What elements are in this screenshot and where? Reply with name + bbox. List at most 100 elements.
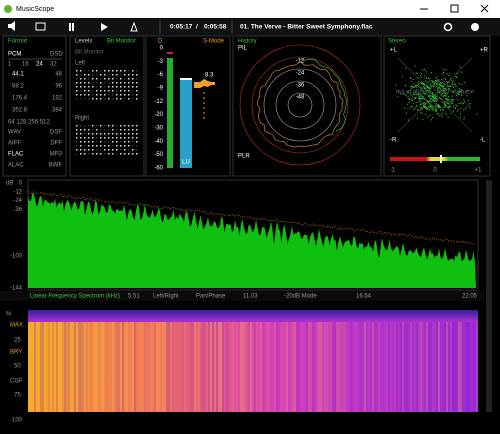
bit-dot bbox=[76, 70, 78, 72]
spectrogram-stripe bbox=[100, 322, 102, 412]
spectrogram-stripe bbox=[54, 322, 56, 412]
stereo-point bbox=[429, 97, 431, 99]
bit-dot bbox=[116, 145, 118, 147]
stereo-point bbox=[455, 107, 457, 109]
stereo-point bbox=[422, 97, 424, 99]
bit-dot bbox=[136, 137, 138, 139]
bit-dot bbox=[80, 153, 82, 155]
history-top: PIL bbox=[238, 46, 248, 52]
stereo-point bbox=[444, 112, 446, 114]
palette-bry[interactable]: BRY bbox=[10, 350, 22, 356]
stereo-point bbox=[423, 83, 425, 85]
spectrogram-stripe bbox=[320, 322, 322, 412]
panel-title: Stereo bbox=[388, 39, 406, 45]
stereo-point bbox=[425, 80, 427, 82]
ring-label: -48 bbox=[296, 95, 305, 101]
stereo-point bbox=[439, 82, 441, 84]
spectrogram-stripe bbox=[404, 322, 406, 412]
elapsed-time: 0:05:17 bbox=[170, 24, 193, 31]
correlation-tick: 0 bbox=[433, 168, 437, 174]
stereo-point bbox=[427, 95, 429, 97]
spectrogram-stripe bbox=[472, 322, 474, 412]
db-mode-button[interactable]: -20dB Mode bbox=[284, 294, 317, 300]
spectrogram-stripe bbox=[200, 322, 202, 412]
play-button[interactable] bbox=[101, 23, 108, 31]
percent-label: 100 bbox=[12, 418, 23, 424]
spectrogram-stripe bbox=[216, 322, 218, 412]
stereo-point bbox=[429, 90, 431, 92]
volume-button[interactable] bbox=[8, 21, 15, 31]
stereo-point bbox=[451, 98, 453, 100]
stereo-point bbox=[426, 90, 428, 92]
spectrogram-stripe bbox=[186, 322, 188, 412]
stereo-point bbox=[435, 108, 437, 110]
left-label: Left bbox=[75, 61, 85, 67]
open-button[interactable] bbox=[35, 22, 46, 31]
bit-dot bbox=[76, 141, 78, 143]
container: FLAC bbox=[8, 152, 24, 158]
palette-max[interactable]: MAX bbox=[10, 323, 23, 329]
stereo-point bbox=[437, 107, 439, 109]
stereo-point bbox=[449, 103, 451, 105]
palette-cgf[interactable]: CGF bbox=[10, 379, 23, 385]
close-button[interactable] bbox=[480, 4, 489, 13]
stereo-point bbox=[443, 90, 445, 92]
info-button[interactable] bbox=[471, 23, 479, 31]
spectrogram-stripe bbox=[336, 322, 338, 412]
stereo-point bbox=[432, 81, 434, 83]
stereo-point bbox=[420, 107, 422, 109]
stereo-point bbox=[406, 103, 408, 105]
out-of-phase-right: out of phase bbox=[441, 90, 475, 96]
pan-phase-button[interactable]: Pan/Phase bbox=[196, 294, 226, 300]
dsd-rates: 64 128 256 512 bbox=[8, 120, 50, 126]
stereo-point bbox=[413, 109, 415, 111]
export-button[interactable] bbox=[130, 21, 138, 32]
stereo-point bbox=[458, 83, 460, 85]
stereo-point bbox=[461, 95, 463, 97]
bit-dot bbox=[124, 153, 126, 155]
ring-label: -36 bbox=[296, 83, 305, 89]
stereo-point bbox=[452, 98, 454, 100]
maximize-button[interactable] bbox=[450, 4, 459, 13]
bit-dot bbox=[104, 153, 106, 155]
spectrum-mode[interactable]: Linear Frequency Spectrum (kHz) bbox=[30, 294, 120, 300]
bit-dot bbox=[100, 125, 102, 127]
stereo-point bbox=[427, 82, 429, 84]
bit-dot bbox=[104, 78, 106, 80]
stereo-point bbox=[441, 73, 443, 75]
spectrogram-stripe bbox=[52, 322, 54, 412]
spectrogram-stripe bbox=[352, 322, 354, 412]
stereo-point bbox=[434, 95, 436, 97]
bit-dot bbox=[116, 129, 118, 131]
stereo-point bbox=[458, 94, 460, 96]
settings-button[interactable] bbox=[443, 22, 453, 32]
bit-dot bbox=[124, 145, 126, 147]
spectrogram-stripe bbox=[438, 322, 440, 412]
stereo-point bbox=[435, 79, 437, 81]
bit-dot bbox=[120, 70, 122, 72]
stereo-point bbox=[431, 105, 433, 107]
stereo-point bbox=[452, 110, 454, 112]
stereo-point bbox=[451, 81, 453, 83]
stereo-point bbox=[425, 71, 427, 73]
container: WAV bbox=[8, 130, 21, 136]
stereo-point bbox=[435, 104, 437, 106]
spectrogram-stripe bbox=[370, 322, 372, 412]
freq-label: 11.03 bbox=[243, 294, 258, 300]
bit-dot bbox=[112, 78, 114, 80]
spectrogram-stripe bbox=[202, 322, 204, 412]
spectrogram-stripe bbox=[388, 322, 390, 412]
bit-dot bbox=[84, 125, 86, 127]
stereo-point bbox=[431, 95, 433, 97]
stereo-point bbox=[469, 102, 471, 104]
pause-button[interactable] bbox=[69, 23, 74, 31]
stereo-point bbox=[429, 100, 431, 102]
left-right-button[interactable]: Left/Right bbox=[153, 294, 179, 300]
scrollbar[interactable] bbox=[486, 180, 492, 412]
stereo-point bbox=[446, 86, 448, 88]
stereo-point bbox=[444, 94, 446, 96]
stereo-point bbox=[432, 100, 434, 102]
bit-dot bbox=[92, 137, 94, 139]
stereo-point bbox=[447, 116, 449, 118]
spectrogram-stripe bbox=[134, 322, 136, 412]
